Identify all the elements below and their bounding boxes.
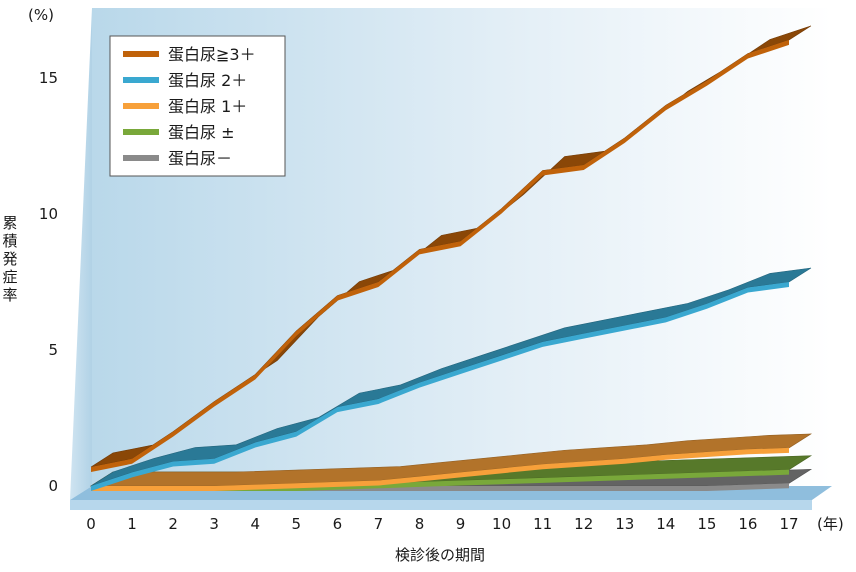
x-tick-label: 11: [533, 515, 552, 533]
legend-label: 蛋白尿 1＋: [168, 97, 247, 116]
x-tick-label: 15: [697, 515, 716, 533]
x-tick-label: 13: [615, 515, 634, 533]
x-tick-label: 12: [574, 515, 593, 533]
y-unit-label: (%): [28, 6, 54, 24]
series-ribbon-front: [91, 39, 789, 472]
x-tick-label: 14: [656, 515, 675, 533]
x-tick-label: 16: [738, 515, 757, 533]
y-tick-label: 5: [48, 341, 58, 359]
x-tick-label: 8: [415, 515, 425, 533]
legend-swatch: [123, 103, 159, 109]
x-axis-title: 検診後の期間: [395, 546, 485, 564]
y-tick-label: 0: [48, 477, 58, 495]
floor-front: [70, 500, 812, 510]
series-line: [89, 433, 813, 491]
series-line: [90, 267, 812, 491]
legend: 蛋白尿≧3＋ 蛋白尿 2＋ 蛋白尿 1＋ 蛋白尿 ± 蛋白尿－: [109, 35, 286, 177]
x-tick-label: 1: [127, 515, 137, 533]
y-axis-title: 累積発症率: [2, 214, 17, 304]
x-tick-label: 5: [292, 515, 302, 533]
series-ribbon-front: [91, 282, 789, 491]
y-axis: 0 5 10 15: [39, 69, 58, 495]
x-tick-label: 6: [333, 515, 343, 533]
series-ribbon-front: [91, 447, 789, 491]
legend-swatch: [123, 155, 159, 161]
side-wall: [70, 8, 92, 500]
legend-label: 蛋白尿≧3＋: [168, 45, 256, 64]
x-unit-label: (年): [817, 515, 844, 533]
legend-swatch: [123, 77, 159, 83]
x-tick-label: 10: [492, 515, 511, 533]
x-tick-label: 17: [779, 515, 798, 533]
x-tick-label: 4: [250, 515, 260, 533]
x-tick-label: 2: [168, 515, 178, 533]
legend-label: 蛋白尿－: [168, 149, 232, 168]
legend-label: 蛋白尿 2＋: [168, 71, 247, 90]
y-tick-label: 15: [39, 69, 58, 87]
x-tick-label: 0: [86, 515, 96, 533]
x-tick-label: 9: [456, 515, 466, 533]
legend-swatch: [123, 51, 159, 57]
x-axis: 0 1 2 3 4 5 6 7 8 9 10 11 12 13 14 15 16 17: [86, 515, 798, 533]
x-tick-label: 3: [209, 515, 219, 533]
y-tick-label: 10: [39, 205, 58, 223]
x-tick-label: 7: [374, 515, 384, 533]
plot-lines: [89, 25, 813, 491]
legend-label: 蛋白尿 ±: [168, 123, 235, 142]
legend-swatch: [123, 129, 159, 135]
series-line: [90, 25, 812, 472]
